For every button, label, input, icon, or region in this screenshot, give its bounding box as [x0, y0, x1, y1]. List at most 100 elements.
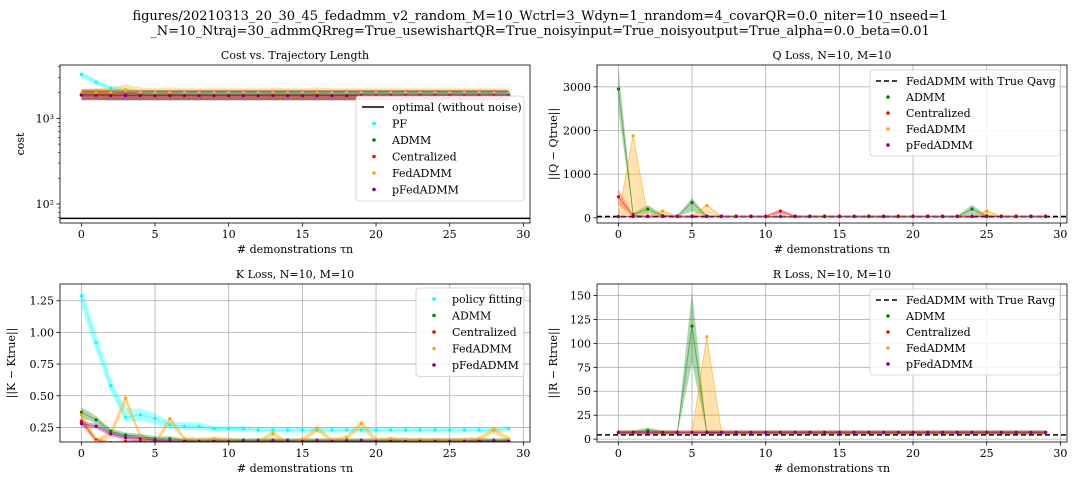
point-policy-fitting: [345, 428, 349, 432]
point-policy-fitting: [124, 415, 128, 419]
legend-label: Centralized: [906, 107, 971, 120]
point-pfedadmm: [315, 439, 319, 442]
y-axis-label: ||Q − Qtrue||: [547, 108, 561, 180]
y-tick-label: 0.25: [30, 421, 55, 434]
band-policy-fitting: [81, 288, 509, 433]
point-pfedadmm: [330, 93, 334, 98]
point-pfedadmm: [999, 214, 1004, 219]
point-pfedadmm: [778, 214, 783, 219]
legend-box: [415, 287, 525, 377]
point-fedadmm: [138, 91, 142, 95]
legend: FedADMM with True Ravg ADMM Centralized Fed…: [869, 288, 1061, 376]
point-pfedadmm: [227, 93, 231, 98]
point-pfedadmm: [300, 439, 304, 442]
point-pfedadmm: [675, 430, 679, 434]
legend-label: policy fitting: [452, 293, 522, 306]
legend-label: ADMM: [391, 134, 431, 147]
legend-marker: [372, 171, 376, 175]
point-fedadmm: [315, 427, 319, 431]
point-pfedadmm: [793, 214, 797, 219]
point-pfedadmm: [852, 430, 856, 434]
point-pfedadmm: [79, 93, 83, 97]
point-pfedadmm: [79, 422, 83, 426]
point-pfedadmm: [212, 93, 216, 98]
x-tick-label: 0: [615, 447, 622, 460]
point-pfedadmm: [940, 430, 945, 434]
point-pfedadmm: [507, 439, 511, 442]
legend-marker: [432, 363, 436, 367]
x-tick-label: 20: [369, 228, 383, 241]
point-pfedadmm: [926, 214, 930, 219]
y-tick-label: 0.50: [30, 390, 55, 403]
point-admm: [79, 410, 83, 414]
point-fedadmm: [79, 413, 83, 417]
legend-label: pFedADMM: [906, 139, 973, 152]
series-line-fedadmm: [81, 89, 509, 94]
axes-frame: [59, 283, 531, 443]
y-tick-label: 10³: [36, 112, 54, 125]
legend-marker: [886, 346, 890, 350]
point-pfedadmm: [719, 214, 724, 219]
point-pfedadmm: [109, 93, 113, 98]
point-pfedadmm: [955, 214, 959, 219]
point-policy-fitting: [389, 428, 393, 432]
legend-box: [355, 95, 525, 202]
point-pfedadmm: [808, 214, 812, 219]
x-tick-label: 10: [759, 447, 773, 460]
legend-label: FedADMM: [906, 123, 966, 136]
point-fedadmm: [705, 203, 709, 208]
point-fedadmm: [985, 209, 989, 213]
y-tick-label: 50: [577, 385, 591, 398]
y-tick-label: 3000: [563, 81, 591, 94]
point-centralized: [79, 419, 83, 423]
point-pfedadmm: [837, 214, 842, 219]
point-pfedadmm: [985, 430, 989, 434]
point-policy-fitting: [403, 428, 408, 432]
point-pfedadmm: [1014, 214, 1018, 219]
point-policy-fitting: [448, 428, 452, 432]
legend-marker: [372, 121, 376, 126]
point-pfedadmm: [241, 439, 245, 442]
point-pfedadmm: [1044, 430, 1048, 434]
point-pfedadmm: [256, 439, 260, 442]
legend-marker: [886, 143, 890, 147]
chart-title: Q Loss, N=10, M=10: [772, 49, 891, 62]
x-tick-label: 5: [152, 228, 159, 241]
point-admm: [168, 437, 172, 441]
point-policy-fitting: [477, 428, 481, 432]
y-tick-label: 1.25: [30, 295, 55, 308]
point-pf: [79, 72, 83, 77]
point-fedadmm: [109, 91, 113, 95]
point-fedadmm: [345, 436, 349, 440]
legend-label: pFedADMM: [906, 358, 973, 371]
point-admm: [646, 207, 650, 211]
point-pfedadmm: [911, 430, 915, 434]
point-pfedadmm: [646, 214, 650, 219]
y-tick-label: 10²: [36, 198, 54, 211]
point-fedadmm: [94, 439, 98, 442]
plot-area: [597, 67, 1067, 219]
point-pfedadmm: [808, 430, 812, 434]
y-tick-label: 0.75: [30, 358, 55, 371]
y-tick-label: 75: [577, 361, 591, 374]
point-pfedadmm: [764, 430, 768, 434]
legend-label: optimal (without noise): [392, 101, 522, 114]
point-pfedadmm: [197, 93, 201, 98]
x-tick-label: 25: [980, 228, 994, 241]
point-pfedadmm: [138, 93, 142, 98]
legend-marker: [886, 95, 890, 99]
point-policy-fitting: [109, 384, 113, 388]
point-pfedadmm: [389, 439, 393, 442]
point-admm: [94, 418, 98, 422]
point-pfedadmm: [631, 430, 635, 434]
point-pfedadmm: [271, 439, 275, 442]
x-tick-label: 15: [295, 228, 309, 241]
legend: FedADMM with True Qavg ADMM Centralized Fed…: [869, 69, 1061, 157]
point-pfedadmm: [896, 214, 900, 219]
point-pfedadmm: [764, 214, 768, 219]
series-line-pf: [81, 74, 509, 93]
point-pfedadmm: [749, 214, 753, 219]
point-policy-fitting: [227, 427, 231, 431]
legend: policy fitting ADMM Centralized FedADMM pFed…: [415, 287, 525, 377]
y-axis-label: cost: [14, 132, 27, 155]
